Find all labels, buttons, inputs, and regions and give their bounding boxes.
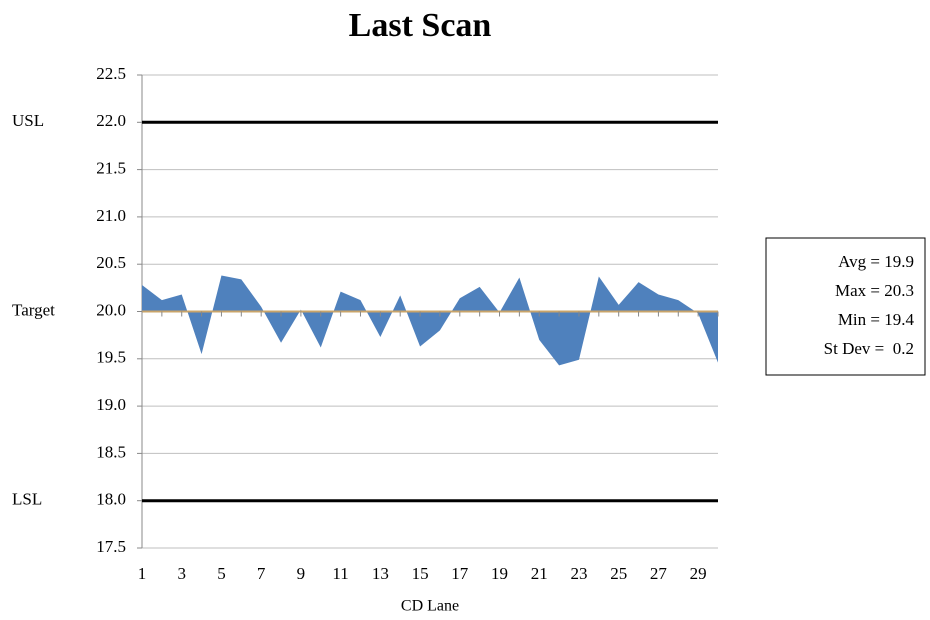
x-tick-label: 11 (332, 564, 348, 583)
x-tick-label: 21 (531, 564, 548, 583)
x-tick-label: 15 (412, 564, 429, 583)
y-tick-label: 18.0 (96, 490, 126, 509)
y-tick-label: 19.5 (96, 348, 126, 367)
y-tick-label: 20.0 (96, 300, 126, 319)
reference-label: LSL (12, 490, 42, 509)
x-tick-label: 7 (257, 564, 266, 583)
x-tick-label: 19 (491, 564, 508, 583)
y-tick-label: 22.0 (96, 111, 126, 130)
stat-text: St Dev = 0.2 (824, 339, 914, 358)
y-tick-label: 21.5 (96, 159, 126, 178)
reference-label: Target (12, 300, 55, 319)
x-tick-label: 1 (138, 564, 147, 583)
x-tick-label: 17 (451, 564, 469, 583)
x-axis-label: CD Lane (401, 598, 459, 615)
stat-text: Max = 20.3 (835, 281, 914, 300)
x-tick-label: 25 (610, 564, 627, 583)
x-tick-label: 3 (177, 564, 186, 583)
area (142, 275, 718, 366)
stat-text: Avg = 19.9 (838, 252, 914, 271)
reference-label: USL (12, 111, 44, 130)
x-tick-label: 23 (570, 564, 587, 583)
x-tick-label: 27 (650, 564, 668, 583)
stat-text: Min = 19.4 (838, 310, 915, 329)
x-tick-label: 29 (690, 564, 707, 583)
y-tick-label: 20.5 (96, 253, 126, 272)
x-tick-label: 5 (217, 564, 226, 583)
stats-box (765, 237, 926, 376)
y-tick-label: 21.0 (96, 206, 126, 225)
y-tick-label: 17.5 (96, 537, 126, 556)
x-tick-label: 13 (372, 564, 389, 583)
chart-title: Last Scan (349, 7, 492, 44)
y-tick-label: 22.5 (96, 64, 126, 83)
x-tick-label: 9 (297, 564, 306, 583)
y-tick-label: 19.0 (96, 395, 126, 414)
y-tick-label: 18.5 (96, 442, 126, 461)
